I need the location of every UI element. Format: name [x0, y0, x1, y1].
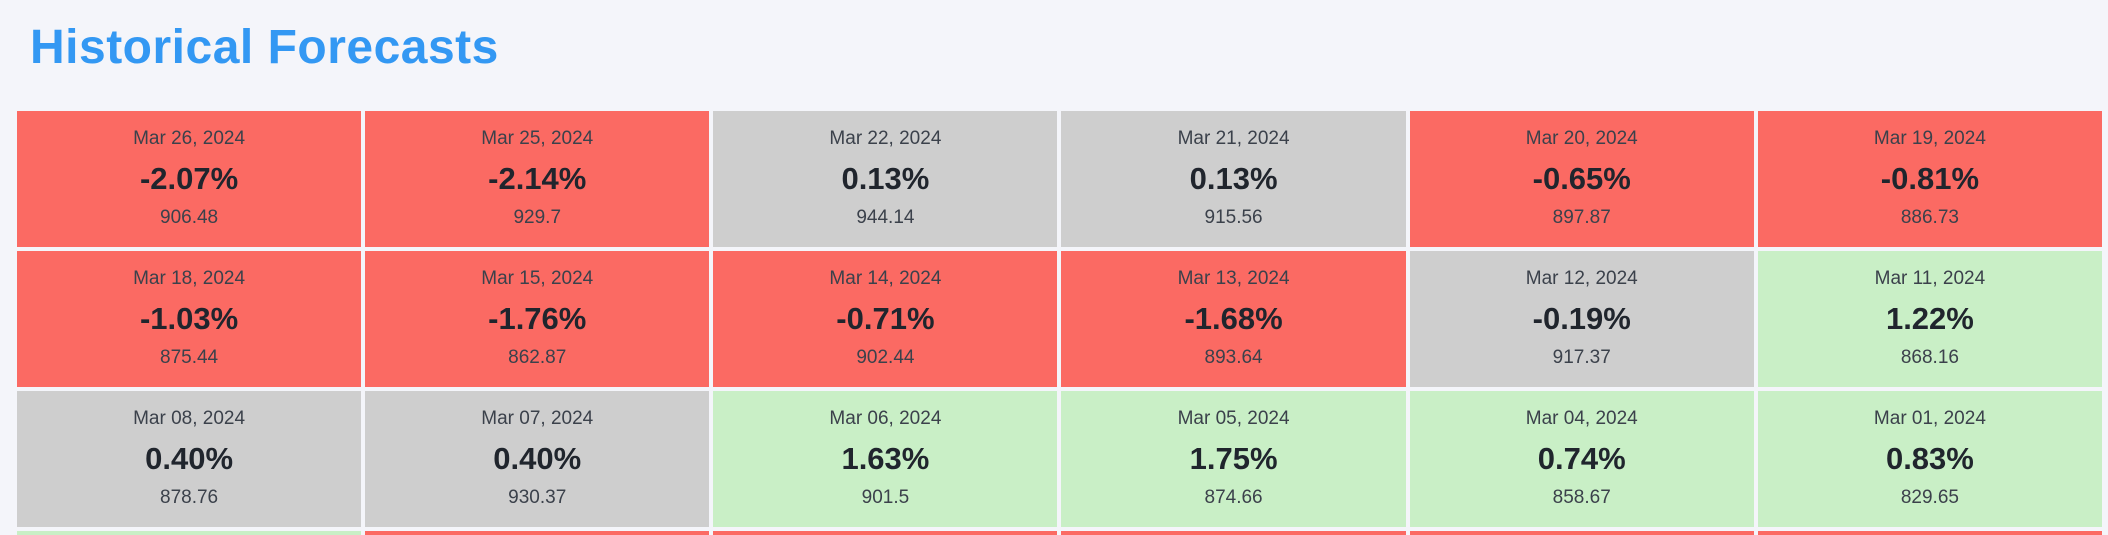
forecast-date: Mar 22, 2024	[829, 128, 942, 149]
forecast-change: -0.71%	[836, 300, 935, 336]
forecast-value: 902.44	[856, 347, 915, 368]
forecast-date: Mar 25, 2024	[481, 128, 594, 149]
forecast-change: 0.74%	[1537, 440, 1626, 476]
forecast-cell: Mar 15, 2024 -1.76% 862.87	[365, 251, 710, 387]
forecast-date: Mar 12, 2024	[1525, 268, 1638, 289]
forecast-value: 874.66	[1204, 487, 1263, 508]
forecast-value: 829.65	[1900, 487, 1959, 508]
forecast-change: 1.63%	[841, 440, 930, 476]
forecast-date: Mar 08, 2024	[133, 408, 246, 429]
forecast-value: 901.5	[861, 487, 910, 508]
forecast-date: Mar 14, 2024	[829, 268, 942, 289]
forecast-change: 0.40%	[145, 440, 234, 476]
forecast-cell: Mar 08, 2024 0.40% 878.76	[17, 391, 362, 527]
forecast-date: Mar 05, 2024	[1177, 408, 1290, 429]
forecast-cell: Mar 04, 2024 0.74% 858.67	[1409, 391, 1754, 527]
page-title: Historical Forecasts	[30, 21, 499, 74]
forecast-value: 886.73	[1900, 207, 1959, 228]
forecast-cell-partial	[1061, 531, 1406, 535]
forecast-cell: Mar 01, 2024 0.83% 829.65	[1757, 391, 2102, 527]
forecast-value: 897.87	[1552, 207, 1611, 228]
forecast-value: 878.76	[160, 487, 219, 508]
forecast-value: 893.64	[1204, 347, 1263, 368]
forecast-change: -0.81%	[1880, 160, 1980, 196]
forecast-cell-partial	[713, 531, 1058, 535]
forecast-cell-partial	[365, 531, 710, 535]
forecast-change: -1.03%	[139, 300, 239, 336]
forecast-cell-partial	[17, 531, 362, 535]
forecast-date: Mar 15, 2024	[481, 268, 594, 289]
forecast-date: Mar 07, 2024	[481, 408, 594, 429]
forecast-change: 1.22%	[1885, 300, 1974, 336]
forecast-date: Mar 20, 2024	[1525, 128, 1638, 149]
forecast-cell: Mar 26, 2024 -2.07% 906.48	[17, 111, 362, 247]
forecast-value: 906.48	[160, 207, 219, 228]
forecast-value: 858.67	[1552, 487, 1611, 508]
forecast-cell: Mar 21, 2024 0.13% 915.56	[1061, 111, 1406, 247]
forecast-grid: Mar 26, 2024 -2.07% 906.48 Mar 25, 2024 …	[17, 111, 2102, 535]
forecast-change: -1.76%	[488, 300, 587, 336]
forecast-change: 1.75%	[1189, 440, 1278, 476]
forecast-change: -1.68%	[1184, 300, 1283, 336]
forecast-change: -2.14%	[488, 160, 587, 196]
forecast-date: Mar 18, 2024	[133, 268, 246, 289]
forecast-value: 929.7	[513, 207, 562, 228]
forecast-cell: Mar 05, 2024 1.75% 874.66	[1061, 391, 1406, 527]
forecast-date: Mar 06, 2024	[829, 408, 942, 429]
forecast-value: 915.56	[1204, 207, 1263, 228]
forecast-cell: Mar 12, 2024 -0.19% 917.37	[1409, 251, 1754, 387]
forecast-value: 875.44	[160, 347, 219, 368]
forecast-cell: Mar 19, 2024 -0.81% 886.73	[1757, 111, 2102, 247]
forecast-date: Mar 04, 2024	[1525, 408, 1638, 429]
forecast-cell: Mar 06, 2024 1.63% 901.5	[713, 391, 1058, 527]
forecast-date: Mar 13, 2024	[1177, 268, 1290, 289]
forecast-date: Mar 21, 2024	[1177, 128, 1290, 149]
forecast-cell: Mar 13, 2024 -1.68% 893.64	[1061, 251, 1406, 387]
forecast-value: 930.37	[508, 487, 567, 508]
forecast-change: 0.40%	[493, 440, 582, 476]
forecast-change: -0.65%	[1532, 160, 1631, 196]
forecast-change: 0.13%	[1189, 160, 1278, 196]
forecast-value: 862.87	[508, 347, 567, 368]
forecast-cell: Mar 22, 2024 0.13% 944.14	[713, 111, 1058, 247]
forecast-value: 917.37	[1552, 347, 1611, 368]
forecast-change: 0.13%	[841, 160, 930, 196]
forecast-date: Mar 26, 2024	[133, 128, 246, 149]
forecast-value: 944.14	[856, 207, 915, 228]
forecast-cell-partial	[1757, 531, 2102, 535]
forecast-date: Mar 19, 2024	[1873, 128, 1986, 149]
forecast-change: -0.19%	[1532, 300, 1631, 336]
forecast-change: -2.07%	[139, 160, 239, 196]
forecast-cell: Mar 14, 2024 -0.71% 902.44	[713, 251, 1058, 387]
forecast-cell-partial	[1409, 531, 1754, 535]
forecast-value: 868.16	[1900, 347, 1959, 368]
forecast-date: Mar 11, 2024	[1874, 268, 1986, 289]
forecast-cell: Mar 07, 2024 0.40% 930.37	[365, 391, 710, 527]
forecast-cell: Mar 11, 2024 1.22% 868.16	[1757, 251, 2102, 387]
forecast-change: 0.83%	[1885, 440, 1974, 476]
forecast-cell: Mar 25, 2024 -2.14% 929.7	[365, 111, 710, 247]
forecast-cell: Mar 18, 2024 -1.03% 875.44	[17, 251, 362, 387]
forecast-cell: Mar 20, 2024 -0.65% 897.87	[1409, 111, 1754, 247]
forecast-date: Mar 01, 2024	[1873, 408, 1986, 429]
